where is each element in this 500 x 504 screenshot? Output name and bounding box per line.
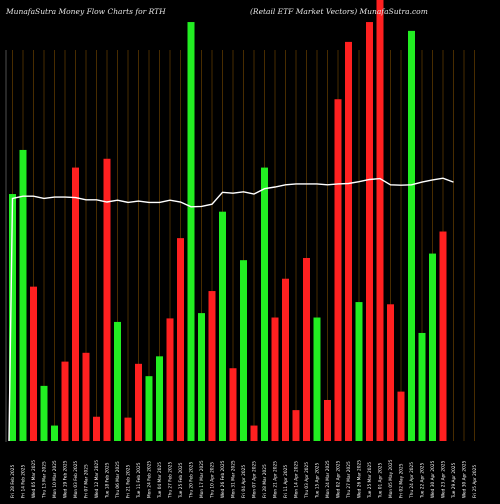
- x-tick-label: Fri 02 May 2025: [399, 463, 405, 498]
- bar-32: [334, 99, 342, 441]
- x-tick-label: Tue 25 Feb 2025: [178, 462, 184, 499]
- x-tick-label: Fri 04 Apr 2025: [241, 465, 247, 498]
- bar-1: [9, 194, 16, 441]
- x-tick-label: Fri 07 Mar 2025: [84, 464, 90, 498]
- bar-30: [313, 317, 321, 441]
- bar-7: [72, 167, 79, 441]
- x-tick-label: Wed 30 Apr 2025: [462, 460, 468, 498]
- x-tick-label: Thu 24 Apr 2025: [409, 462, 415, 499]
- bar-11: [114, 321, 121, 441]
- x-tick-label: Wed 26 Feb 2025: [220, 460, 226, 498]
- bar-19: [198, 313, 205, 441]
- bar-29: [303, 257, 310, 441]
- bar-42: [439, 231, 447, 441]
- money-flow-line: [8, 177, 454, 442]
- x-tick-label: Fri 21 Feb 2025: [126, 465, 132, 498]
- bar-31: [324, 399, 331, 441]
- x-tick-label: Mon 17 Mar 2025: [199, 460, 205, 498]
- x-tick-label: Thu 13 Mar 2025: [42, 461, 48, 499]
- bar-24: [250, 425, 258, 441]
- x-tick-label: Mon 31 Mar 2025: [231, 460, 237, 498]
- bar-12: [124, 417, 132, 441]
- bar-16: [166, 318, 174, 441]
- bar-17: [177, 238, 184, 441]
- bar-26: [271, 317, 279, 441]
- bar-33: [345, 41, 352, 442]
- x-tick-label: Thu 10 Apr 2025: [210, 462, 216, 499]
- x-tick-label: Tue 01 Apr 2025: [378, 462, 384, 499]
- x-tick-label: Mon 05 May 2025: [388, 459, 394, 498]
- x-tick-label: Thu 20 Feb 2025: [189, 462, 195, 499]
- bar-3: [30, 286, 37, 441]
- x-tick-label: Mon 24 Mar 2025: [325, 460, 331, 498]
- x-tick-label: Tue 22 Apr 2025: [420, 462, 426, 499]
- bar-36: [376, 0, 384, 441]
- bar-13: [135, 363, 142, 441]
- x-tick-label: Wed 19 Feb 2025: [63, 460, 69, 498]
- bar-27: [282, 278, 289, 441]
- x-tick-label: Tue 29 Apr 2025: [451, 462, 457, 499]
- bar-20: [208, 291, 216, 441]
- x-tick-label: Wed 26 Mar 2025: [357, 460, 363, 498]
- bar-23: [240, 260, 247, 441]
- bar-28: [292, 410, 300, 441]
- bar-25: [261, 167, 268, 441]
- chart-subtitle: (Retail ETF Market Vectors) MunafaSutra.…: [250, 7, 428, 16]
- x-tick-label: Fri 28 Feb 2025: [10, 465, 16, 498]
- x-tick-label: Wed 02 Apr 2025: [336, 460, 342, 498]
- x-axis-labels: Fri 28 Feb 2025 Fri 14 Feb 2025 Wed 05 Mar…: [10, 459, 478, 499]
- x-tick-label: Mon 21 Apr 2025: [273, 461, 279, 498]
- x-tick-label: Mon 24 Feb 2025: [147, 461, 153, 498]
- bars-group: [9, 0, 447, 442]
- bar-15: [156, 356, 163, 441]
- x-tick-label: Mon 07 Apr 2025: [252, 461, 258, 498]
- chart-title: MunafaSutra Money Flow Charts for RTH: [6, 7, 166, 16]
- bar-18: [187, 22, 195, 442]
- x-tick-label: Thu 03 Apr 2025: [304, 462, 310, 499]
- x-tick-label: Wed 23 Apr 2025: [441, 460, 447, 498]
- bar-39: [408, 30, 415, 442]
- x-tick-label: Wed 05 Mar 2025: [31, 460, 37, 498]
- x-tick-label: Wed 30 Apr 2025: [430, 460, 436, 498]
- bar-6: [61, 361, 69, 441]
- x-tick-label: Thu 06 Mar 2025: [115, 461, 121, 499]
- bar-10: [103, 158, 111, 441]
- x-tick-label: Fri 11 Apr 2025: [283, 465, 289, 498]
- x-tick-label: Tue 25 Mar 2025: [367, 462, 373, 499]
- x-tick-label: Thu 27 Mar 2025: [346, 461, 352, 499]
- x-tick-label: Mon 03 Feb 2025: [73, 461, 79, 498]
- x-tick-label: Mon 10 Mar 2025: [52, 460, 58, 498]
- bar-4: [40, 385, 48, 441]
- x-tick-label: Fri 28 Mar 2025: [262, 464, 268, 498]
- x-tick-label: Fri 25 Apr 2025: [472, 465, 478, 498]
- x-tick-label: Wed 12 Mar 2025: [94, 460, 100, 498]
- bar-2: [19, 149, 27, 441]
- bar-41: [429, 253, 436, 441]
- x-tick-label: Tue 18 Feb 2025: [105, 462, 111, 499]
- bar-21: [219, 211, 226, 441]
- bar-5: [51, 425, 58, 441]
- bar-37: [387, 304, 394, 441]
- bar-40: [418, 332, 426, 441]
- bar-38: [397, 391, 405, 441]
- x-tick-label: Tue 15 Apr 2025: [315, 462, 321, 499]
- x-tick-label: Mon 14 Apr 2025: [294, 461, 300, 498]
- bar-14: [145, 376, 153, 441]
- bar-34: [355, 302, 363, 441]
- x-tick-label: Thu 27 Feb 2025: [168, 462, 174, 499]
- x-tick-label: Fri 14 Feb 2025: [21, 465, 27, 498]
- x-tick-label: Tue 04 Mar 2025: [157, 462, 163, 499]
- x-tick-label: Tue 11 Feb 2025: [136, 462, 142, 499]
- bar-22: [229, 368, 237, 441]
- bar-8: [82, 352, 90, 441]
- bar-9: [93, 416, 100, 441]
- bar-35: [366, 22, 373, 442]
